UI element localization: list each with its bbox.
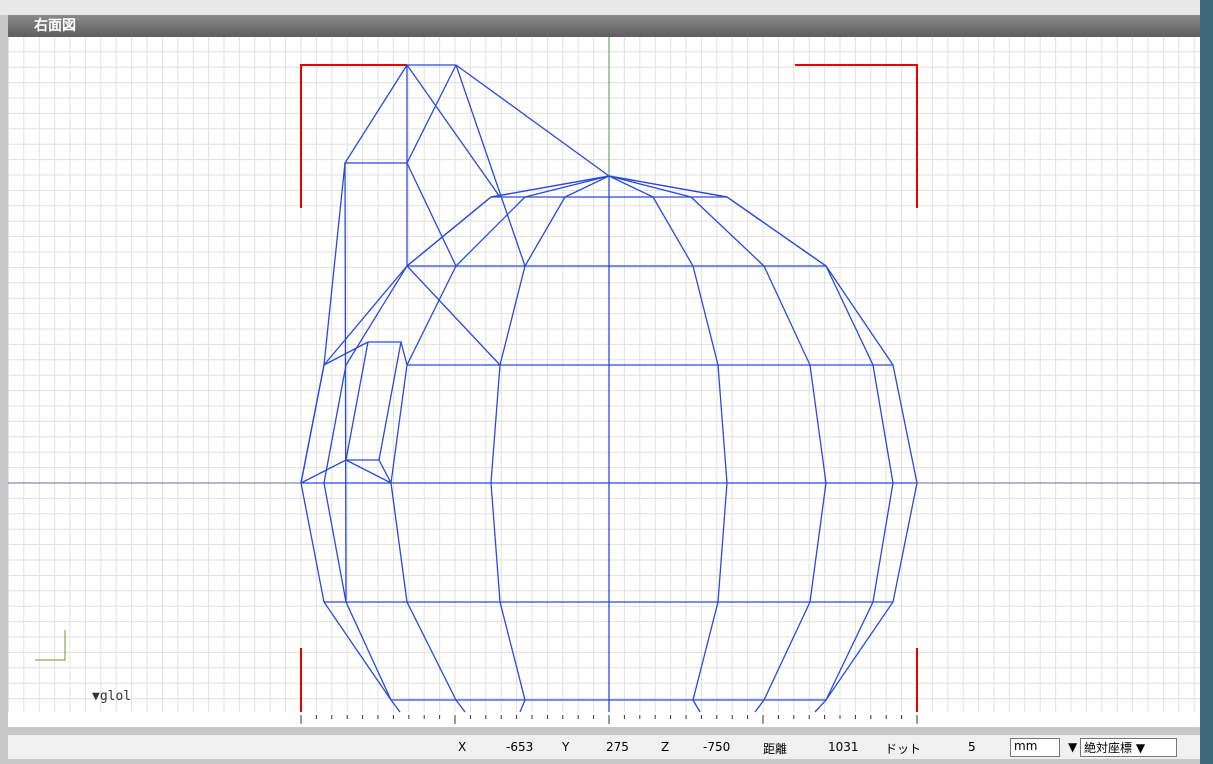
distance-value: 1031 — [828, 740, 859, 754]
axis-gizmo — [35, 630, 66, 661]
y-label: Y — [562, 740, 570, 754]
x-label: X — [458, 740, 467, 754]
distance-label: 距離 — [763, 742, 788, 756]
wireframe — [300, 64, 918, 713]
view-title: 右面図 — [34, 18, 76, 34]
viewport: ▼glol — [7, 37, 1200, 727]
unit-arrow[interactable]: ▼ — [1068, 740, 1078, 754]
bounding-corners — [300, 64, 918, 712]
toolbar-strip — [0, 0, 1213, 15]
viewport-canvas: ▼glol — [7, 37, 1200, 724]
object-label: ▼glol — [92, 689, 131, 704]
view-header: 右面図 — [8, 15, 1200, 37]
z-value: -750 — [703, 740, 731, 754]
dot-label: ドット — [885, 742, 922, 756]
coord-select[interactable]: 絶対座標 ▼ — [1080, 738, 1177, 757]
z-label: Z — [661, 740, 670, 754]
dot-value: 5 — [968, 740, 976, 754]
status-bar: X -653 Y 275 Z -750 距離 1031 ドット 5 mm ▼ 絶… — [8, 735, 1200, 759]
y-value: 275 — [606, 740, 629, 754]
x-value: -653 — [506, 740, 534, 754]
side-edge — [1200, 0, 1213, 764]
unit-select[interactable]: mm — [1010, 738, 1060, 757]
